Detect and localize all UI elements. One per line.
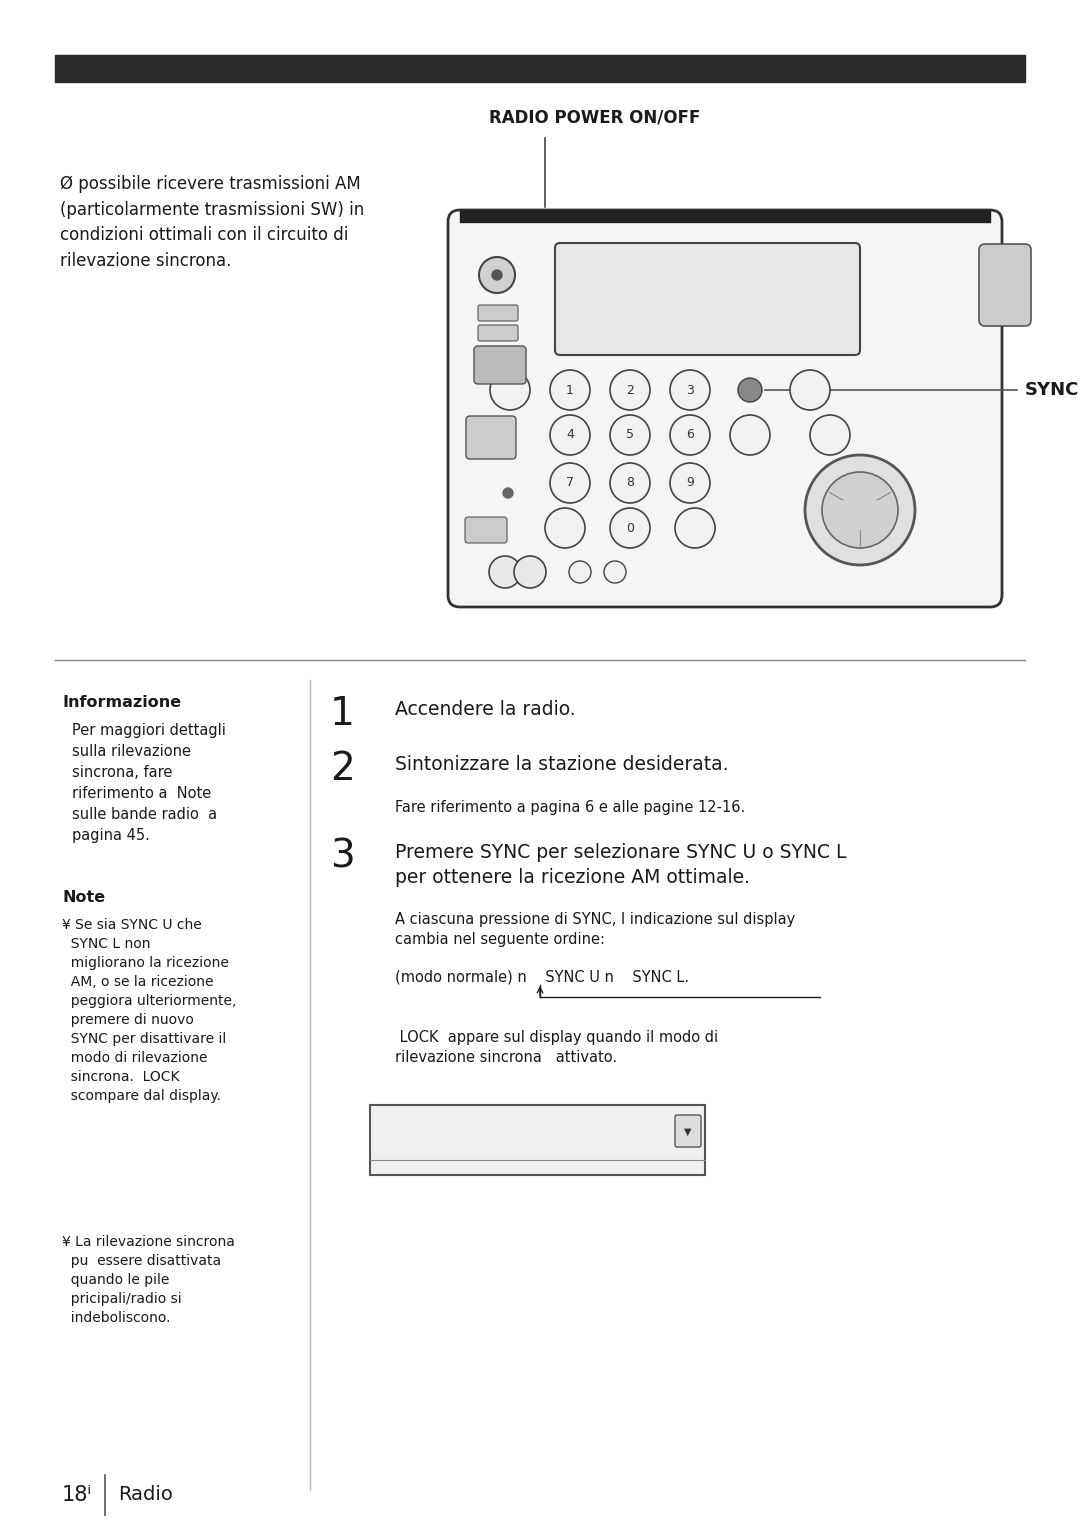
Text: Note: Note: [62, 891, 105, 904]
Text: AM: AM: [390, 1147, 403, 1154]
Text: FWD►    ⇌: FWD► ⇌: [548, 1157, 588, 1167]
Circle shape: [610, 415, 650, 455]
Text: 2: 2: [626, 383, 634, 397]
FancyBboxPatch shape: [555, 244, 860, 356]
Text: kHz: kHz: [556, 1141, 576, 1150]
Text: RADIO POWER ON/OFF: RADIO POWER ON/OFF: [489, 107, 701, 126]
Text: 594: 594: [459, 1124, 552, 1167]
Circle shape: [514, 556, 546, 589]
Circle shape: [670, 463, 710, 503]
Text: 0: 0: [626, 521, 634, 535]
Text: 4: 4: [566, 429, 573, 442]
Circle shape: [480, 258, 515, 293]
FancyBboxPatch shape: [465, 415, 516, 458]
FancyBboxPatch shape: [978, 244, 1031, 327]
Circle shape: [492, 270, 502, 281]
Text: D◄►I TUNE: D◄►I TUNE: [375, 1111, 415, 1118]
Text: ¥ La rilevazione sincrona
  pu  essere disattivata
  quando le pile
  pricipali/: ¥ La rilevazione sincrona pu essere disa…: [62, 1236, 234, 1325]
Text: SYNC U  LOCK: SYNC U LOCK: [375, 1121, 424, 1127]
Bar: [55, 55, 1025, 81]
FancyBboxPatch shape: [448, 210, 1002, 607]
Text: A ciascuna pressione di SYNC, l indicazione sul display
cambia nel seguente ordi: A ciascuna pressione di SYNC, l indicazi…: [395, 912, 795, 947]
Text: ▼: ▼: [685, 1127, 692, 1137]
Text: 6: 6: [686, 429, 694, 442]
FancyBboxPatch shape: [465, 517, 507, 543]
Circle shape: [822, 472, 897, 547]
Circle shape: [490, 369, 530, 409]
Circle shape: [610, 369, 650, 409]
Circle shape: [550, 369, 590, 409]
Text: Accendere la radio.: Accendere la radio.: [395, 701, 576, 719]
Text: SYNC: SYNC: [1025, 382, 1079, 399]
Text: (modo normale) n    SYNC U n    SYNC L.: (modo normale) n SYNC U n SYNC L.: [395, 970, 689, 986]
Text: Premere SYNC per selezionare SYNC U o SYNC L
per ottenere la ricezione AM ottima: Premere SYNC per selezionare SYNC U o SY…: [395, 843, 847, 888]
Circle shape: [730, 415, 770, 455]
Circle shape: [810, 415, 850, 455]
Text: 1: 1: [330, 694, 355, 733]
Text: PAGE: PAGE: [681, 1111, 700, 1118]
Text: Ø possibile ricevere trasmissioni AM
(particolarmente trasmissioni SW) in
condiz: Ø possibile ricevere trasmissioni AM (pa…: [60, 175, 364, 270]
Text: LOCK  appare sul display quando il modo di
rilevazione sincrona   attivato.: LOCK appare sul display quando il modo d…: [395, 1030, 718, 1065]
Text: Informazione: Informazione: [62, 694, 181, 710]
Circle shape: [503, 487, 513, 498]
FancyBboxPatch shape: [478, 305, 518, 320]
FancyBboxPatch shape: [478, 325, 518, 340]
Text: Fare riferimento a pagina 6 e alle pagine 12-16.: Fare riferimento a pagina 6 e alle pagin…: [395, 800, 745, 816]
Text: 18ⁱ: 18ⁱ: [62, 1485, 92, 1505]
Circle shape: [604, 561, 626, 583]
FancyBboxPatch shape: [675, 1114, 701, 1147]
Bar: [460, 210, 990, 222]
Text: 1: 1: [566, 383, 573, 397]
FancyBboxPatch shape: [370, 1105, 705, 1174]
Text: ¥ Se sia SYNC U che
  SYNC L non
  migliorano la ricezione
  AM, o se la ricezio: ¥ Se sia SYNC U che SYNC L non miglioran…: [62, 918, 237, 1102]
Text: Radio: Radio: [118, 1485, 173, 1504]
Circle shape: [569, 561, 591, 583]
Circle shape: [489, 556, 521, 589]
Text: 3: 3: [330, 839, 354, 875]
Circle shape: [550, 463, 590, 503]
Circle shape: [675, 507, 715, 547]
FancyBboxPatch shape: [474, 346, 526, 383]
Text: 5: 5: [626, 429, 634, 442]
Text: 9: 9: [686, 477, 694, 489]
Circle shape: [670, 369, 710, 409]
Text: 7: 7: [566, 477, 573, 489]
Circle shape: [550, 415, 590, 455]
Circle shape: [789, 369, 831, 409]
Circle shape: [670, 415, 710, 455]
Text: Per maggiori dettagli
sulla rilevazione
sincrona, fare
riferimento a  Note
sulle: Per maggiori dettagli sulla rilevazione …: [72, 724, 226, 843]
Circle shape: [610, 463, 650, 503]
Text: 3: 3: [686, 383, 694, 397]
Circle shape: [738, 379, 762, 402]
Circle shape: [545, 507, 585, 547]
Text: 2: 2: [330, 750, 354, 788]
Circle shape: [610, 507, 650, 547]
Text: 8: 8: [626, 477, 634, 489]
Text: Sintonizzare la stazione desiderata.: Sintonizzare la stazione desiderata.: [395, 754, 729, 774]
Circle shape: [805, 455, 915, 566]
